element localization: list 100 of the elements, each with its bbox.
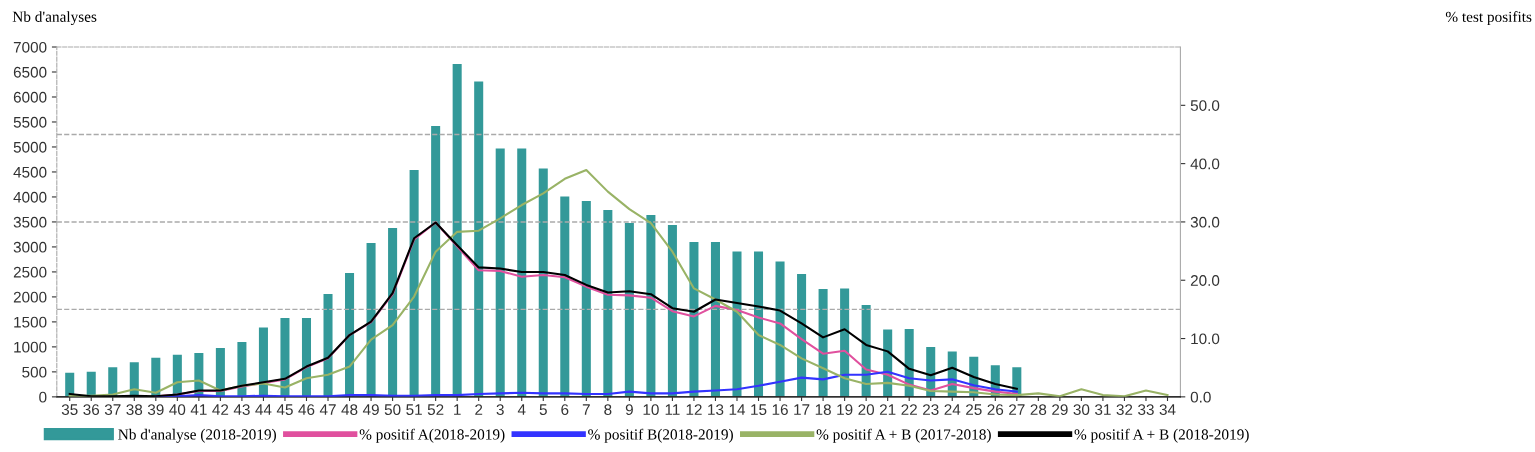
x-tick-label: 7 [582,404,590,415]
x-tick-label: 12 [686,404,702,415]
bar [323,293,333,397]
y-tick-label: 6000 [13,91,47,103]
x-tick-label: 9 [625,404,633,416]
legend-label: % positif A + B (2018-2019) [1074,428,1249,443]
bar [366,242,376,397]
x-tick-label: 40 [169,404,186,416]
x-tick-label: 51 [406,404,422,416]
x-tick-label: 18 [815,404,831,416]
legend-label: % positif B(2018-2019) [588,428,733,443]
bar [452,64,462,397]
y-tick-label: 1000 [14,341,47,353]
x-tick-label: 41 [190,404,207,415]
x-tick-label: 8 [604,404,612,416]
bar [840,288,850,397]
bar [581,200,591,397]
x-tick-label: 29 [1052,404,1068,416]
y-tick-label: 500 [22,366,47,378]
y2-tick-label: 50.0 [1190,100,1220,111]
bar [775,261,785,397]
bar [624,222,634,397]
y-tick-label: 6500 [13,66,47,78]
x-tick-label: 10 [643,404,659,416]
bar [409,169,419,397]
bar [237,341,247,397]
x-tick-label: 39 [147,404,164,416]
x-tick-label: 33 [1138,404,1154,416]
x-tick-label: 16 [772,404,788,416]
x-tick-label: 49 [362,404,379,416]
x-tick-label: 15 [751,404,767,416]
y2-tick-label: 40.0 [1190,158,1220,170]
y-tick-label: 5500 [13,116,47,128]
x-tick-label: 47 [319,404,336,415]
x-tick-label: 35 [61,404,78,416]
x-tick-label: 28 [1030,404,1047,416]
x-tick-label: 24 [944,404,961,415]
y-tick-label: 4000 [13,191,47,203]
y-tick-label: 4500 [13,166,47,178]
x-tick-label: 1 [454,404,461,415]
y-tick-label: 3500 [13,216,47,228]
y2-tick-label: 10.0 [1191,333,1220,345]
x-tick-label: 48 [341,404,358,416]
bar [86,371,96,397]
x-tick-label: 27 [1009,404,1025,415]
x-tick-label: 30 [1073,404,1090,416]
y-tick-label: 5000 [13,141,47,153]
x-tick-label: 5 [539,404,547,416]
x-tick-label: 31 [1095,404,1111,416]
y-tick-label: 1500 [14,316,47,328]
y-tick-label: 3000 [13,241,47,253]
x-tick-label: 2 [475,404,483,415]
x-tick-label: 26 [987,404,1004,416]
x-tick-label: 6 [561,404,569,416]
x-tick-label: 50 [384,404,401,416]
x-tick-label: 20 [858,404,875,416]
bar [538,168,548,397]
x-tick-label: 19 [837,404,853,416]
bar [667,224,677,397]
x-tick-label: 13 [708,404,724,416]
x-tick-label: 38 [126,404,143,416]
y-tick-label: 0 [39,391,47,403]
x-tick-label: 23 [922,404,939,416]
bar [517,148,527,397]
y2-tick-label: 30.0 [1190,216,1220,228]
bar [710,241,720,397]
x-tick-label: 25 [966,404,982,416]
x-tick-label: 11 [665,404,680,415]
x-tick-label: 36 [83,404,100,416]
y-axis-title: Nb d'analyses [12,11,97,26]
x-tick-label: 14 [729,404,746,415]
x-tick-label: 34 [1159,404,1176,416]
bar [474,81,484,397]
x-tick-label: 46 [298,404,315,416]
x-tick-label: 37 [104,404,121,416]
x-tick-label: 52 [427,404,444,416]
bar [689,241,699,397]
x-tick-label: 42 [212,404,229,415]
bar [603,209,613,397]
bar [732,251,742,397]
bar [431,125,441,397]
bar [754,251,764,397]
y2-tick-label: 0.0 [1190,391,1211,403]
bar [495,148,505,397]
bar [345,272,355,397]
x-tick-label: 4 [517,404,526,415]
legend-label: % positif A(2018-2019) [359,428,505,443]
legend-label: Nb d'analyse (2018-2019) [118,428,276,443]
y-tick-label: 7000 [13,41,47,53]
bar [388,227,398,397]
line-series [68,169,1169,397]
bar [258,327,268,397]
bar [797,273,807,397]
y2-tick-label: 20.0 [1190,275,1220,286]
x-tick-label: 22 [901,404,917,415]
y-tick-label: 2500 [13,266,47,278]
bar [818,288,828,397]
y-tick-label: 2000 [13,291,47,303]
text: % test posifits [1445,11,1532,26]
x-tick-label: 21 [879,404,896,415]
